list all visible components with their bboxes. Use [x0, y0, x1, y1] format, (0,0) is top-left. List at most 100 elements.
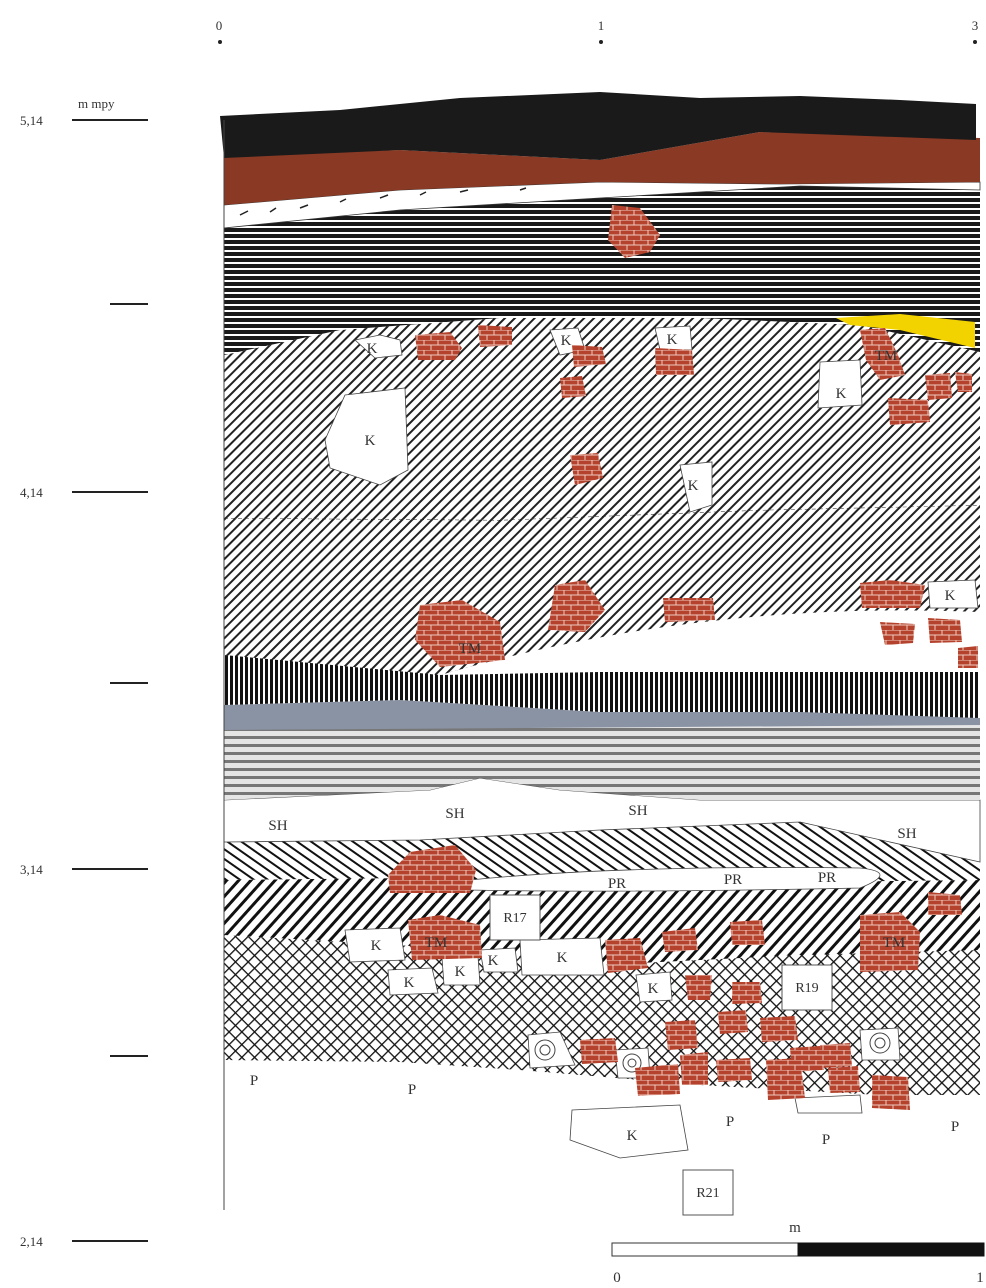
label-p: P	[951, 1119, 959, 1135]
label-k: K	[367, 341, 378, 357]
box-r21	[682, 1169, 734, 1216]
stone-12	[635, 971, 673, 1003]
stone-17	[794, 1094, 863, 1114]
box-r21-label: R21	[696, 1186, 719, 1201]
brick	[860, 580, 925, 608]
brick	[662, 928, 698, 952]
label-k: K	[627, 1128, 638, 1144]
brick	[828, 1066, 860, 1093]
scale-bar-start: 0	[613, 1270, 621, 1286]
scale-bar: m 0 1	[611, 1220, 985, 1286]
layer-diag-mid	[224, 505, 980, 675]
label-sh: SH	[628, 803, 647, 819]
brick	[605, 938, 648, 973]
brick	[718, 1010, 748, 1034]
brick	[685, 975, 712, 1000]
brick	[655, 348, 694, 375]
stone-7	[344, 927, 406, 963]
depth-tick-label-2: 4,14	[20, 485, 43, 500]
box-r19	[781, 964, 833, 1011]
top-axis-label-2: 3	[972, 18, 979, 33]
box-r17	[489, 894, 541, 941]
brick	[888, 398, 930, 425]
brick	[928, 618, 962, 643]
stone-5	[679, 461, 713, 513]
label-tm: TM	[875, 348, 898, 364]
layer-gray-stripes	[224, 722, 980, 800]
scale-bar-white	[611, 1242, 799, 1257]
label-k: K	[667, 332, 678, 348]
brick	[580, 1038, 618, 1064]
brick	[925, 373, 952, 400]
label-k: K	[648, 981, 659, 997]
label-sh: SH	[445, 806, 464, 822]
layer-topsoil	[220, 92, 976, 160]
spiral-mark	[874, 1037, 886, 1049]
label-p: P	[822, 1132, 830, 1148]
stone-4	[817, 359, 863, 409]
layer-horizontal-stripes	[224, 186, 980, 355]
label-k: K	[365, 433, 376, 449]
label-sh: SH	[268, 818, 287, 834]
stone-8	[387, 967, 439, 996]
label-p: P	[408, 1082, 416, 1098]
label-tm: TM	[425, 935, 448, 951]
depth-axis-unit: m mpy	[78, 96, 115, 111]
brick	[790, 1046, 824, 1072]
depth-tick-label-4: 3,14	[20, 862, 43, 877]
brick	[880, 622, 915, 645]
layer-diag-upper	[224, 318, 980, 520]
label-sh: SH	[897, 826, 916, 842]
brick	[760, 1016, 798, 1042]
label-tm: TM	[883, 935, 906, 951]
depth-tick-label-6: 2,14	[20, 1234, 43, 1249]
spiral-marks	[534, 1032, 891, 1073]
brick	[663, 598, 715, 622]
scale-bar-unit: m	[789, 1220, 801, 1236]
spiral-mark	[534, 1039, 556, 1061]
label-k: K	[561, 333, 572, 349]
brick	[572, 345, 606, 367]
brick	[570, 453, 603, 485]
brick	[388, 845, 476, 893]
layer-white-dashed	[223, 181, 981, 229]
bricks	[388, 205, 978, 1110]
label-k: K	[836, 386, 847, 402]
brick	[415, 332, 462, 360]
label-pr: PR	[818, 870, 836, 886]
label-k: K	[945, 588, 956, 604]
top-axis-dot-1	[599, 40, 603, 44]
spiral-mark	[869, 1032, 891, 1054]
layer-labels: K K K K K K K K K K K K K K TM TM TM TM …	[250, 332, 959, 1148]
label-p: P	[726, 1114, 734, 1130]
depth-axis: m mpy 5,14 4,14 3,14 2,14	[20, 96, 148, 1249]
brick	[548, 580, 605, 632]
layer-white-lens	[440, 610, 980, 675]
brick	[928, 892, 962, 915]
scale-bar-end: 1	[976, 1270, 984, 1286]
label-tm: TM	[459, 641, 482, 657]
brick	[478, 325, 512, 347]
depth-tick-label-0: 5,14	[20, 113, 43, 128]
brick	[560, 376, 586, 398]
label-p: P	[250, 1073, 258, 1089]
label-k: K	[688, 478, 699, 494]
brick	[730, 920, 765, 945]
label-k: K	[488, 953, 499, 969]
top-axis-label-0: 0	[216, 18, 223, 33]
label-pr: PR	[608, 876, 626, 892]
label-k: K	[371, 938, 382, 954]
box-r17-label: R17	[503, 911, 526, 926]
layer-yellow-lens	[836, 314, 975, 348]
top-axis: 0 1 3	[216, 18, 979, 44]
stone-11	[519, 937, 605, 976]
label-k: K	[557, 950, 568, 966]
brick	[958, 646, 978, 668]
stone-6	[927, 579, 979, 609]
layer-blue-gray	[224, 700, 980, 730]
stone-16	[859, 1027, 901, 1061]
brick	[955, 372, 972, 392]
brick	[732, 982, 762, 1004]
spiral-mark	[539, 1044, 551, 1056]
